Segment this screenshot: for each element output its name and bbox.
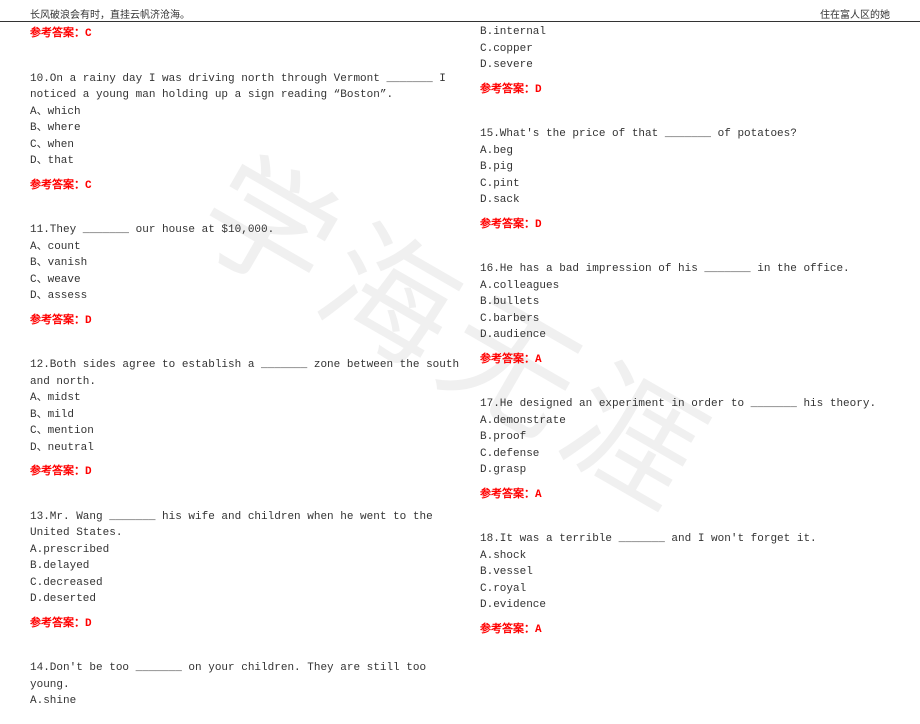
question-block: 17.He designed an experiment in order to… <box>480 396 910 503</box>
answer-line: 参考答案：A <box>480 352 910 369</box>
question-option: B.bullets <box>480 294 910 311</box>
question-block: 15.What's the price of that _______ of p… <box>480 126 910 233</box>
answer-line: 参考答案：D <box>480 217 910 234</box>
question-block: 13.Mr. Wang _______ his wife and childre… <box>30 509 460 633</box>
answer-line: 参考答案：C <box>30 26 460 43</box>
question-block: 11.They _______ our house at $10,000.A、c… <box>30 222 460 329</box>
spacer <box>480 517 910 531</box>
answer-line: 参考答案：D <box>30 464 460 481</box>
spacer <box>480 112 910 126</box>
question-stem: 13.Mr. Wang _______ his wife and childre… <box>30 509 460 542</box>
question-stem: 18.It was a terrible _______ and I won't… <box>480 531 910 548</box>
spacer <box>30 495 460 509</box>
question-option: D.deserted <box>30 591 460 608</box>
question-option: D.evidence <box>480 597 910 614</box>
answer-line: 参考答案：D <box>30 616 460 633</box>
spacer <box>30 646 460 660</box>
right-column: B.internalC.copperD.severe 参考答案：D 15.What'… <box>480 24 910 652</box>
question-option: C.royal <box>480 581 910 598</box>
question-option: B.delayed <box>30 558 460 575</box>
question-option: A.shock <box>480 548 910 565</box>
question-block: 16.He has a bad impression of his ______… <box>480 261 910 368</box>
question-option: A.beg <box>480 143 910 160</box>
page-header: 长风破浪会有时，直挂云帆济沧海。 住在富人区的她 <box>0 4 920 22</box>
spacer <box>30 208 460 222</box>
question-block: 10.On a rainy day I was driving north th… <box>30 71 460 195</box>
question-stem: 16.He has a bad impression of his ______… <box>480 261 910 278</box>
header-right-text: 住在富人区的她 <box>820 6 890 22</box>
left-column: 参考答案：C 10.On a rainy day I was driving no… <box>30 24 460 724</box>
question-stem: 10.On a rainy day I was driving north th… <box>30 71 460 104</box>
question-option: D.grasp <box>480 462 910 479</box>
question-block: 12.Both sides agree to establish a _____… <box>30 357 460 481</box>
question-stem: 11.They _______ our house at $10,000. <box>30 222 460 239</box>
question-option: B、vanish <box>30 255 460 272</box>
question-option: D、that <box>30 153 460 170</box>
spacer <box>30 57 460 71</box>
answer-line: 参考答案：D <box>30 313 460 330</box>
question-stem: 15.What's the price of that _______ of p… <box>480 126 910 143</box>
question-option: C.decreased <box>30 575 460 592</box>
question-option: C.copper <box>480 41 910 58</box>
answer-line: 参考答案：A <box>480 622 910 639</box>
answer-line: 参考答案：D <box>480 82 910 99</box>
question-option: B.internal <box>480 24 910 41</box>
question-option: A.demonstrate <box>480 413 910 430</box>
question-option: B.pig <box>480 159 910 176</box>
header-left-text: 长风破浪会有时，直挂云帆济沧海。 <box>30 6 190 22</box>
answer-line: 参考答案：A <box>480 487 910 504</box>
question-option: A、which <box>30 104 460 121</box>
question-option: D.severe <box>480 57 910 74</box>
question-option: B.vessel <box>480 564 910 581</box>
question-option: C、weave <box>30 272 460 289</box>
spacer <box>480 382 910 396</box>
question-block: 18.It was a terrible _______ and I won't… <box>480 531 910 638</box>
question-option: A、count <box>30 239 460 256</box>
question-option: D、assess <box>30 288 460 305</box>
spacer <box>480 247 910 261</box>
question-option: A.prescribed <box>30 542 460 559</box>
question-block: B.internalC.copperD.severe 参考答案：D <box>480 24 910 98</box>
question-stem: 12.Both sides agree to establish a _____… <box>30 357 460 390</box>
question-option: C、when <box>30 137 460 154</box>
question-block: 14.Don't be too _______ on your children… <box>30 660 460 710</box>
question-option: C.barbers <box>480 311 910 328</box>
question-option: B.proof <box>480 429 910 446</box>
question-option: C.pint <box>480 176 910 193</box>
question-option: B、where <box>30 120 460 137</box>
question-block: 参考答案：C <box>30 26 460 43</box>
question-option: D.sack <box>480 192 910 209</box>
question-option: C.defense <box>480 446 910 463</box>
question-option: A、midst <box>30 390 460 407</box>
question-option: C、mention <box>30 423 460 440</box>
question-stem: 17.He designed an experiment in order to… <box>480 396 910 413</box>
question-option: D、neutral <box>30 440 460 457</box>
question-option: B、mild <box>30 407 460 424</box>
question-stem: 14.Don't be too _______ on your children… <box>30 660 460 693</box>
question-option: A.colleagues <box>480 278 910 295</box>
question-option: A.shine <box>30 693 460 710</box>
spacer <box>30 343 460 357</box>
answer-line: 参考答案：C <box>30 178 460 195</box>
question-option: D.audience <box>480 327 910 344</box>
